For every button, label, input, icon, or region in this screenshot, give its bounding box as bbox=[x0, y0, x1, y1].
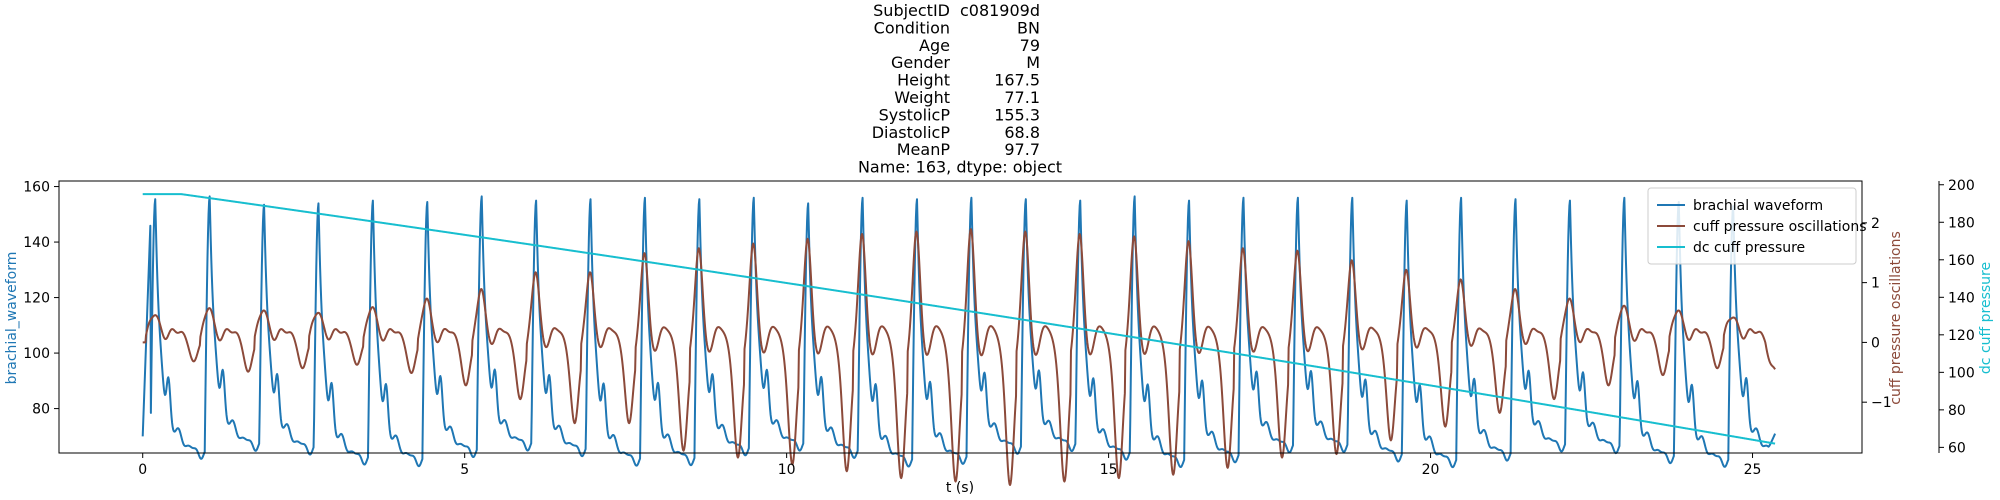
x-tick-label: 5 bbox=[460, 462, 469, 478]
title-value-height: 167.5 bbox=[994, 71, 1040, 90]
left-y-tick-label: 80 bbox=[32, 402, 50, 418]
title-value-condition: BN bbox=[1017, 18, 1040, 37]
x-tick-label: 0 bbox=[138, 462, 147, 478]
title-key-subjectid: SubjectID bbox=[873, 1, 950, 20]
title-value-meanp: 97.7 bbox=[1004, 140, 1040, 159]
legend-label: brachial waveform bbox=[1693, 198, 1823, 214]
title-key-gender: Gender bbox=[891, 53, 950, 72]
plot-frame bbox=[58, 180, 1863, 454]
legend-label: cuff pressure oscillations bbox=[1693, 219, 1867, 235]
left-y-axis: 80 100 120 140 160 bbox=[23, 180, 59, 418]
legend: brachial waveform cuff pressure oscillati… bbox=[1647, 187, 1867, 265]
cuff-oscillation-tick-label: 2 bbox=[1871, 216, 1880, 232]
left-y-tick-label: 140 bbox=[23, 235, 50, 251]
dc-cuff-tick-label: 140 bbox=[1948, 290, 1975, 306]
series-line-dc-cuff-pressure bbox=[142, 193, 1776, 445]
title-value-weight: 77.1 bbox=[1004, 88, 1040, 107]
title-value-subjectid: c081909d bbox=[960, 1, 1040, 20]
x-tick-label: 20 bbox=[1422, 462, 1440, 478]
title-value-diastolicp: 68.8 bbox=[1004, 123, 1040, 142]
title-value-gender: M bbox=[1026, 53, 1040, 72]
series-layer bbox=[141, 193, 1776, 486]
dc-cuff-tick-label: 200 bbox=[1948, 178, 1975, 194]
chart-title: SubjectID c081909d Condition BN Age 79 Gender M… bbox=[858, 1, 1062, 177]
title-key-diastolicp: DiastolicP bbox=[872, 123, 951, 142]
title-key-condition: Condition bbox=[874, 18, 950, 37]
left-y-tick-label: 160 bbox=[23, 180, 50, 196]
dc-cuff-tick-label: 80 bbox=[1948, 403, 1966, 419]
left-y-tick-label: 100 bbox=[23, 346, 50, 362]
dc-cuff-tick-label: 100 bbox=[1948, 365, 1975, 381]
title-footer: Name: 163, dtype: object bbox=[858, 158, 1062, 177]
x-axis-label: t (s) bbox=[946, 480, 974, 496]
x-tick-label: 25 bbox=[1744, 462, 1762, 478]
title-key-weight: Weight bbox=[894, 88, 950, 107]
legend-label: dc cuff pressure bbox=[1693, 240, 1805, 256]
dc-cuff-tick-label: 180 bbox=[1948, 215, 1975, 231]
cuff-oscillation-y-axis-label: cuff pressure oscillations bbox=[1888, 231, 1904, 405]
title-key-height: Height bbox=[897, 71, 950, 90]
dc-cuff-y-axis: 60 80 100 120 140 160 180 200 bbox=[1938, 178, 1975, 456]
left-y-axis-label: brachial_waveform bbox=[4, 252, 20, 385]
cuff-oscillation-tick-label: 1 bbox=[1871, 276, 1880, 292]
cuff-oscillation-tick-label: −1 bbox=[1871, 395, 1892, 411]
title-value-systolicp: 155.3 bbox=[994, 105, 1040, 124]
dc-cuff-tick-label: 120 bbox=[1948, 328, 1975, 344]
x-axis: 0 5 10 15 20 25 bbox=[138, 453, 1761, 478]
cuff-oscillation-y-axis: −1 0 1 2 bbox=[1862, 216, 1892, 411]
legend-box bbox=[1647, 187, 1857, 265]
x-tick-label: 15 bbox=[1100, 462, 1118, 478]
title-key-age: Age bbox=[919, 36, 950, 55]
title-key-meanp: MeanP bbox=[897, 140, 951, 159]
x-tick-label: 10 bbox=[778, 462, 796, 478]
title-key-systolicp: SystolicP bbox=[879, 105, 951, 124]
left-y-tick-label: 120 bbox=[23, 291, 50, 307]
cuff-oscillation-tick-label: 0 bbox=[1871, 335, 1880, 351]
dc-cuff-tick-label: 60 bbox=[1948, 440, 1966, 456]
series-line-cuff-pressure-oscillations bbox=[142, 228, 1776, 486]
title-value-age: 79 bbox=[1020, 36, 1040, 55]
dc-cuff-y-axis-label: dc cuff pressure bbox=[1978, 262, 1994, 374]
dc-cuff-tick-label: 160 bbox=[1948, 253, 1975, 269]
